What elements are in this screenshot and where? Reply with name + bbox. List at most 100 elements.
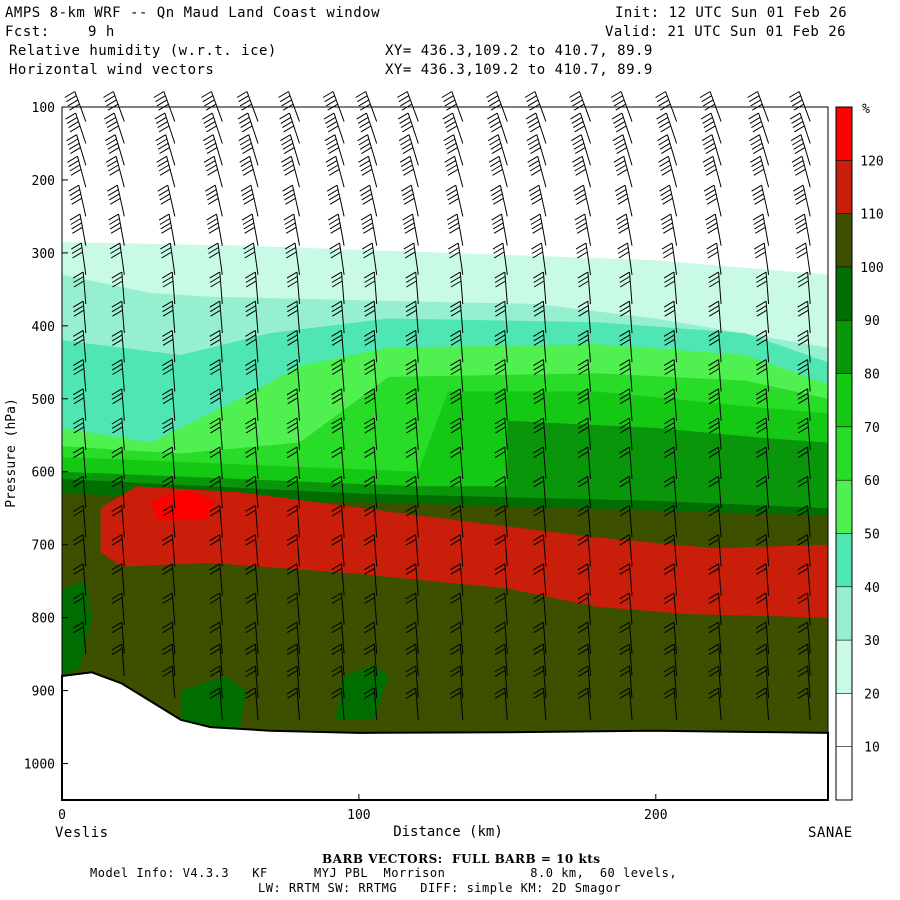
colorbar-label: 120 [860, 154, 883, 169]
wind-barb-flag [73, 397, 85, 405]
wind-barb-flag [450, 392, 461, 400]
wind-barb-flag [109, 168, 120, 176]
wind-barb-flag [756, 691, 767, 699]
wind-barb-flag [205, 184, 216, 192]
wind-barb [76, 134, 87, 166]
wind-barb-flag [450, 505, 461, 512]
wind-barb-flag [707, 251, 719, 259]
colorbar-segment [836, 693, 852, 747]
wind-barb-flag [210, 338, 221, 346]
wind-barb-flag [162, 421, 173, 429]
wind-barb [121, 592, 125, 625]
wind-barb-flag [753, 218, 764, 225]
wind-barb-flag [363, 359, 375, 367]
wind-barb-flag [533, 648, 544, 656]
wind-barb-flag [402, 189, 413, 197]
wind-barb-flag [795, 197, 807, 205]
wind-barb-flag [494, 305, 506, 313]
wind-barb-flag [364, 509, 375, 517]
wind-barb-flag [492, 218, 503, 225]
wind-barb-flag [533, 597, 544, 604]
wind-barb-flag [403, 193, 414, 201]
wind-barb-flag [532, 251, 543, 259]
wind-barb-flag [797, 567, 809, 575]
wind-barb [542, 301, 547, 334]
wind-barb-flag [703, 184, 715, 192]
wind-barb-flag [488, 116, 499, 124]
wind-barb [718, 447, 722, 480]
wind-barb [765, 330, 770, 363]
wind-barb [216, 214, 223, 246]
wind-barb-flag [704, 189, 716, 197]
wind-barb-flag [752, 125, 764, 133]
wind-barb-flag [797, 271, 808, 279]
wind-barb-flag [708, 417, 719, 425]
wind-barb [504, 359, 508, 392]
wind-barb-flag [357, 95, 368, 103]
wind-barb-flag [331, 534, 342, 542]
wind-barb [373, 687, 378, 720]
wind-barb-flag [747, 91, 758, 98]
wind-barb-flag [706, 168, 717, 176]
wind-barb-flag [533, 276, 544, 283]
wind-barb-flag [245, 388, 256, 396]
wind-barb [504, 644, 508, 677]
wind-barb [583, 185, 591, 217]
wind-barb-flag [162, 665, 173, 673]
wind-barb-flag [153, 91, 165, 98]
wind-barb-flag [445, 142, 457, 150]
wind-barb-flag [331, 665, 342, 673]
wind-barb-flag [797, 300, 808, 308]
wind-barb [219, 417, 223, 450]
wind-barb-flag [708, 538, 720, 546]
wind-barb-flag [364, 276, 375, 283]
y-tick-label: 700 [32, 539, 55, 554]
wind-barb-flag [494, 563, 506, 571]
wind-barb-flag [578, 597, 589, 604]
wind-barb-flag [159, 168, 171, 176]
wind-barb [587, 417, 591, 450]
wind-barb-flag [286, 300, 298, 308]
wind-barb [542, 622, 547, 655]
wind-barb-flag [450, 509, 461, 517]
wind-barb [171, 622, 176, 655]
wind-barb-flag [245, 363, 257, 371]
wind-barb-flag [578, 397, 589, 405]
wind-barb-flag [708, 329, 719, 337]
wind-barb-flag [663, 226, 674, 234]
wind-barb-flag [162, 538, 173, 546]
wind-barb [373, 447, 378, 480]
wind-barb [629, 505, 633, 538]
wind-barb [82, 534, 87, 567]
wind-barb-flag [286, 251, 297, 259]
wind-barb-flag [328, 213, 339, 221]
wind-barb [673, 447, 678, 480]
colorbar-segment [836, 213, 852, 267]
wind-barb-flag [206, 189, 217, 197]
y-tick-label: 300 [32, 247, 55, 262]
wind-barb-flag [708, 648, 720, 656]
wind-barb-flag [73, 597, 84, 604]
wind-barb [219, 447, 223, 480]
wind-barb-flag [70, 193, 81, 201]
wind-barb-flag [533, 305, 544, 313]
wind-barb-flag [663, 251, 674, 259]
wind-barb-flag [530, 218, 542, 225]
wind-barb [373, 388, 378, 421]
wind-barb [341, 665, 345, 698]
wind-barb-flag [162, 563, 173, 571]
wind-barb-flag [239, 99, 251, 107]
wind-barb-flag [492, 242, 504, 250]
wind-barb-flag [662, 222, 673, 230]
wind-barb-flag [657, 134, 668, 142]
wind-barb-flag [708, 669, 720, 677]
wind-barb-flag [756, 567, 767, 575]
wind-barb-flag [283, 164, 294, 172]
wind-barb-flag [238, 95, 249, 103]
wind-barb [799, 112, 811, 144]
wind-barb-flag [285, 197, 296, 205]
wind-barb-flag [111, 417, 123, 425]
wind-barb-flag [284, 168, 295, 176]
wind-barb [804, 214, 811, 246]
wind-barb-flag [361, 168, 373, 176]
